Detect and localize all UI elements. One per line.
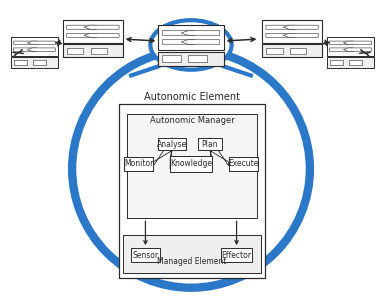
Bar bbox=[67, 48, 83, 54]
Bar bbox=[33, 60, 46, 65]
Bar bbox=[63, 44, 123, 57]
Polygon shape bbox=[67, 25, 102, 29]
Polygon shape bbox=[283, 25, 318, 29]
Bar bbox=[229, 157, 259, 171]
Text: Analyse: Analyse bbox=[157, 140, 187, 149]
Polygon shape bbox=[162, 40, 201, 44]
Bar bbox=[131, 248, 160, 262]
Polygon shape bbox=[344, 41, 372, 45]
Text: Managed Element: Managed Element bbox=[157, 257, 227, 266]
Text: Monitor: Monitor bbox=[124, 159, 153, 168]
Ellipse shape bbox=[151, 20, 232, 70]
Bar bbox=[123, 235, 261, 273]
Bar bbox=[127, 114, 257, 218]
Bar bbox=[327, 37, 374, 56]
Text: Effector: Effector bbox=[222, 251, 252, 260]
Text: Knowledge: Knowledge bbox=[170, 159, 212, 168]
Polygon shape bbox=[84, 25, 119, 29]
Bar bbox=[327, 57, 374, 68]
Polygon shape bbox=[13, 48, 42, 51]
Bar bbox=[188, 55, 207, 62]
Bar bbox=[170, 156, 212, 172]
Polygon shape bbox=[181, 31, 220, 35]
Polygon shape bbox=[84, 33, 119, 37]
Polygon shape bbox=[344, 48, 372, 51]
Bar bbox=[158, 52, 224, 66]
Bar bbox=[221, 248, 252, 262]
Text: Execute: Execute bbox=[228, 159, 259, 168]
Text: Plan: Plan bbox=[201, 140, 218, 149]
Polygon shape bbox=[181, 40, 220, 44]
Bar bbox=[349, 60, 362, 65]
Bar bbox=[13, 60, 27, 65]
Bar bbox=[124, 157, 153, 171]
Polygon shape bbox=[13, 41, 42, 45]
Bar bbox=[63, 20, 123, 42]
Bar bbox=[90, 48, 107, 54]
Bar bbox=[11, 37, 58, 56]
Bar bbox=[162, 55, 180, 62]
Polygon shape bbox=[330, 48, 358, 51]
Bar bbox=[266, 48, 283, 54]
Bar bbox=[330, 60, 343, 65]
Bar bbox=[198, 138, 222, 150]
Polygon shape bbox=[283, 33, 318, 37]
Text: Autonomic Element: Autonomic Element bbox=[144, 92, 240, 103]
Polygon shape bbox=[266, 33, 301, 37]
Bar bbox=[262, 44, 322, 57]
Bar bbox=[158, 138, 186, 150]
Polygon shape bbox=[162, 31, 201, 35]
Bar bbox=[158, 25, 224, 50]
Polygon shape bbox=[330, 41, 358, 45]
Circle shape bbox=[72, 50, 310, 288]
Polygon shape bbox=[27, 41, 56, 45]
Polygon shape bbox=[27, 48, 56, 51]
Text: Sensor: Sensor bbox=[133, 251, 159, 260]
Bar bbox=[11, 57, 58, 68]
Polygon shape bbox=[67, 33, 102, 37]
Bar bbox=[119, 104, 265, 278]
Bar bbox=[262, 20, 322, 42]
Bar bbox=[290, 48, 306, 54]
Text: Autonomic Manager: Autonomic Manager bbox=[150, 116, 234, 125]
Polygon shape bbox=[266, 25, 301, 29]
